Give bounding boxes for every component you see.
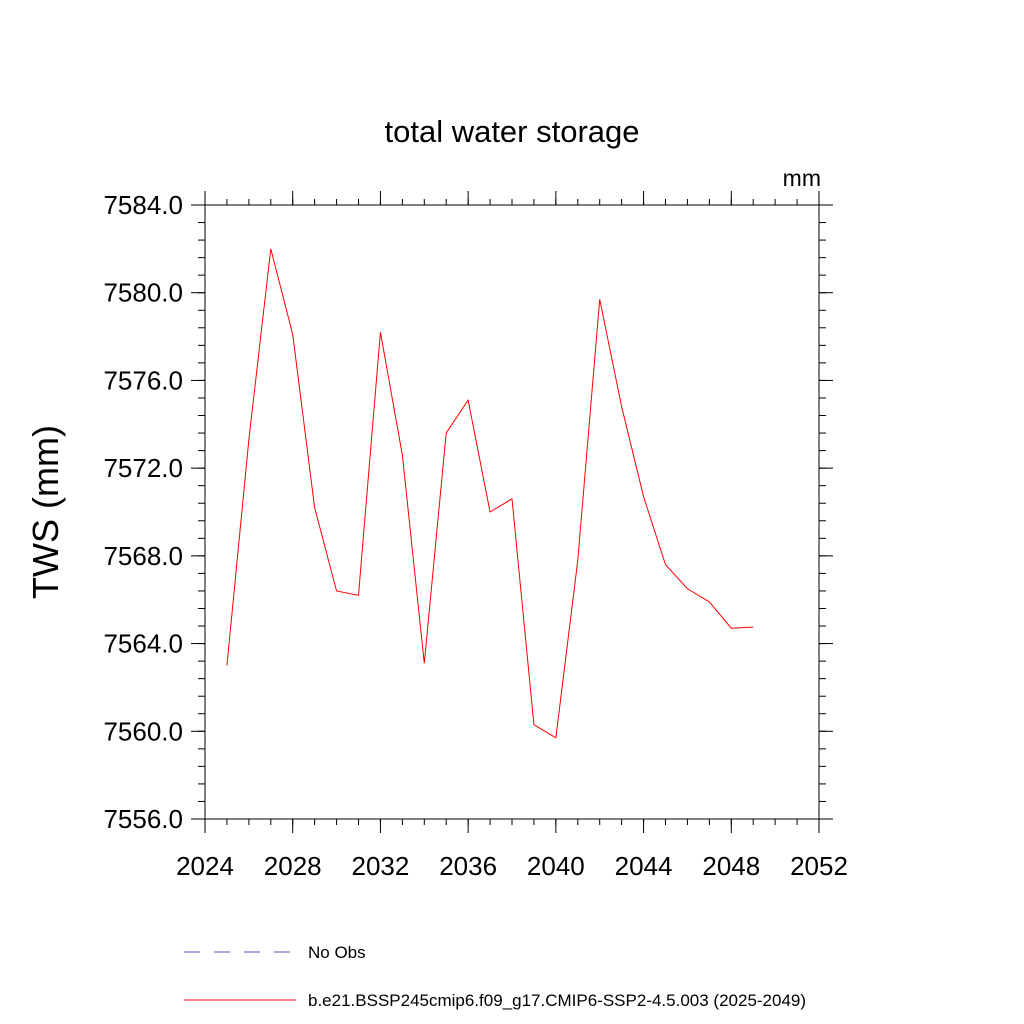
- y-tick-labels: 7556.0 7560.0 7564.0 7568.0 7572.0 7576.0 7580…: [103, 190, 183, 834]
- x-tick-labels: 2024 2028 2032 2036 2040 2044 2048 2052: [176, 851, 848, 881]
- y-tick-label: 7564.0: [103, 629, 183, 659]
- x-tick-label: 2032: [352, 851, 410, 881]
- units-label: mm: [783, 165, 821, 191]
- y-tick-label: 7584.0: [103, 190, 183, 220]
- y-tick-label: 7576.0: [103, 365, 183, 395]
- y-tick-label: 7572.0: [103, 453, 183, 483]
- chart-title: total water storage: [384, 114, 639, 149]
- legend: No Obs b.e21.BSSP245cmip6.f09_g17.CMIP6-S…: [184, 943, 806, 1010]
- y-tick-label: 7568.0: [103, 541, 183, 571]
- legend-label: No Obs: [308, 943, 366, 962]
- x-tick-label: 2024: [176, 851, 234, 881]
- x-tick-label: 2036: [439, 851, 497, 881]
- series-group: [226, 248, 754, 739]
- x-tick-label: 2040: [527, 851, 585, 881]
- series-line: [226, 248, 754, 739]
- y-axis-label: TWS (mm): [25, 425, 66, 599]
- major-ticks: [191, 191, 833, 833]
- y-tick-label: 7556.0: [103, 804, 183, 834]
- x-tick-label: 2052: [790, 851, 848, 881]
- x-tick-label: 2044: [615, 851, 673, 881]
- legend-label: b.e21.BSSP245cmip6.f09_g17.CMIP6-SSP2-4.…: [308, 991, 806, 1010]
- x-tick-label: 2028: [264, 851, 322, 881]
- minor-ticks: [198, 199, 826, 825]
- x-tick-label: 2048: [702, 851, 760, 881]
- y-tick-label: 7580.0: [103, 278, 183, 308]
- y-tick-label: 7560.0: [103, 716, 183, 746]
- plot-frame: [204, 204, 820, 820]
